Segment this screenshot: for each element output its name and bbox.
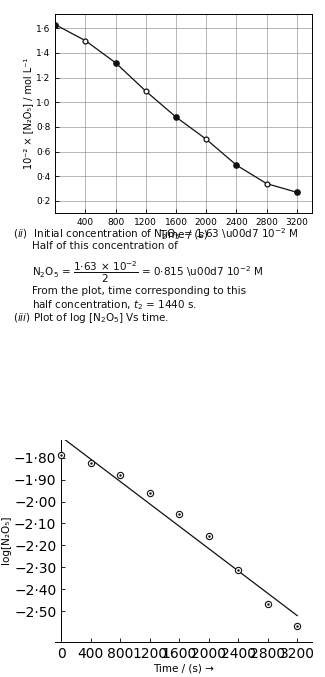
- Text: ($\mathit{ii}$)  Initial concentration of N$_2$O$_5$ = 1$\cdot$63 \u00d7 10$^{-2: ($\mathit{ii}$) Initial concentration of…: [13, 227, 299, 242]
- Y-axis label: log[N₂O₅]: log[N₂O₅]: [1, 516, 11, 564]
- Text: Half of this concentration of: Half of this concentration of: [32, 241, 178, 251]
- Text: From the plot, time corresponding to this: From the plot, time corresponding to thi…: [32, 286, 247, 296]
- Text: half concentration, $t_2$ = 1440 s.: half concentration, $t_2$ = 1440 s.: [32, 298, 197, 311]
- Text: ($\mathit{iii}$) Plot of log [N$_2$O$_5$] Vs time.: ($\mathit{iii}$) Plot of log [N$_2$O$_5$…: [13, 311, 169, 326]
- X-axis label: Time / (s) →: Time / (s) →: [153, 663, 214, 674]
- Y-axis label: 10⁻² × [N₂O₅] / mol L⁻¹: 10⁻² × [N₂O₅] / mol L⁻¹: [23, 58, 33, 169]
- X-axis label: Time / (s): Time / (s): [159, 230, 208, 240]
- Text: N$_2$O$_5$ = $\dfrac{1{\cdot}63\,\times\,10^{-2}}{2}$ = 0$\cdot$815 \u00d7 10$^{: N$_2$O$_5$ = $\dfrac{1{\cdot}63\,\times\…: [32, 260, 264, 285]
